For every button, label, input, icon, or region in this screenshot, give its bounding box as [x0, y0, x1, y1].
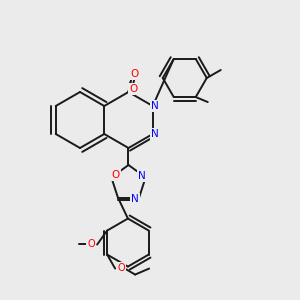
Text: O: O — [130, 69, 139, 79]
Text: N: N — [151, 129, 159, 139]
Text: O: O — [129, 84, 138, 94]
Text: O: O — [87, 238, 95, 249]
Text: O: O — [111, 170, 119, 180]
Text: O: O — [117, 262, 125, 273]
Text: N: N — [131, 194, 139, 204]
Text: N: N — [151, 101, 159, 111]
Text: N: N — [138, 171, 146, 182]
